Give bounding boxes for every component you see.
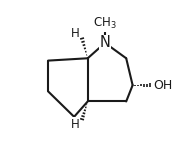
Text: N: N bbox=[100, 35, 110, 50]
Text: H: H bbox=[71, 118, 79, 131]
Text: H: H bbox=[71, 27, 79, 40]
Text: OH: OH bbox=[154, 79, 173, 92]
Text: CH$_3$: CH$_3$ bbox=[93, 16, 117, 31]
